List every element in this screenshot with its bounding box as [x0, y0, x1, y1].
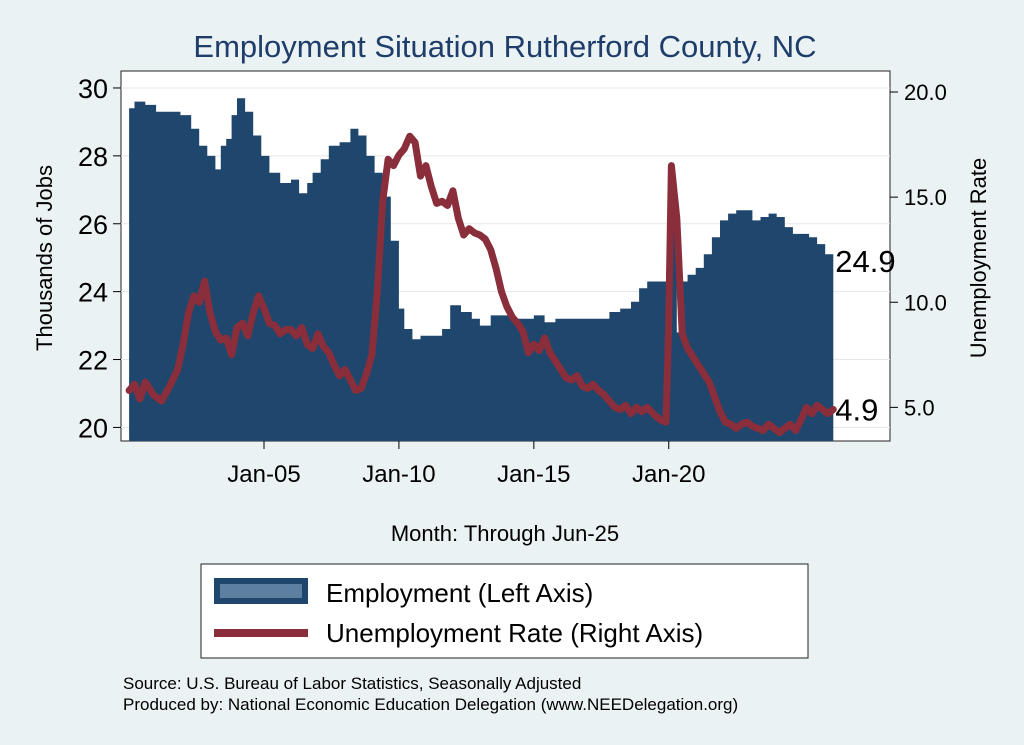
- left-tick-label-3: 26: [78, 210, 108, 240]
- left-tick-label-2: 24: [78, 278, 108, 308]
- source-note: Source: U.S. Bureau of Labor Statistics,…: [123, 674, 581, 693]
- right-tick-label-3: 20.0: [904, 80, 947, 105]
- right-tick-label-0: 5.0: [904, 395, 935, 420]
- chart-title: Employment Situation Rutherford County, …: [193, 29, 816, 64]
- left-axis: 20 22 24 26 28 30: [78, 74, 121, 443]
- legend-unemployment-label: Unemployment Rate (Right Axis): [326, 618, 703, 648]
- unemployment-last-value-label: 4.9: [835, 393, 878, 428]
- unemployment-line: [125, 132, 837, 437]
- right-tick-label-2: 15.0: [904, 185, 947, 210]
- left-tick-label-0: 20: [78, 413, 108, 443]
- employment-last-value-label: 24.9: [835, 244, 895, 279]
- left-axis-label: Thousands of Jobs: [32, 165, 57, 351]
- employment-area: [129, 98, 834, 441]
- x-tick-label-0: Jan-05: [227, 461, 300, 488]
- legend-employment-swatch-inner: [220, 584, 302, 598]
- x-axis-label: Month: Through Jun-25: [391, 521, 619, 546]
- left-tick-label-1: 22: [78, 346, 108, 376]
- legend-employment-label: Employment (Left Axis): [326, 578, 593, 608]
- x-tick-label-1: Jan-10: [362, 461, 435, 488]
- right-tick-label-1: 10.0: [904, 290, 947, 315]
- x-tick-label-3: Jan-20: [632, 461, 705, 488]
- legend: Employment (Left Axis) Unemployment Rate…: [200, 563, 809, 659]
- producer-note: Produced by: National Economic Education…: [123, 695, 738, 714]
- left-tick-label-4: 28: [78, 142, 108, 172]
- x-axis: Jan-05 Jan-10 Jan-15 Jan-20: [227, 441, 705, 488]
- left-tick-label-5: 30: [78, 74, 108, 104]
- right-axis: 5.0 10.0 15.0 20.0: [890, 80, 947, 420]
- right-axis-label: Unemployment Rate: [966, 158, 991, 359]
- x-tick-label-2: Jan-15: [497, 461, 570, 488]
